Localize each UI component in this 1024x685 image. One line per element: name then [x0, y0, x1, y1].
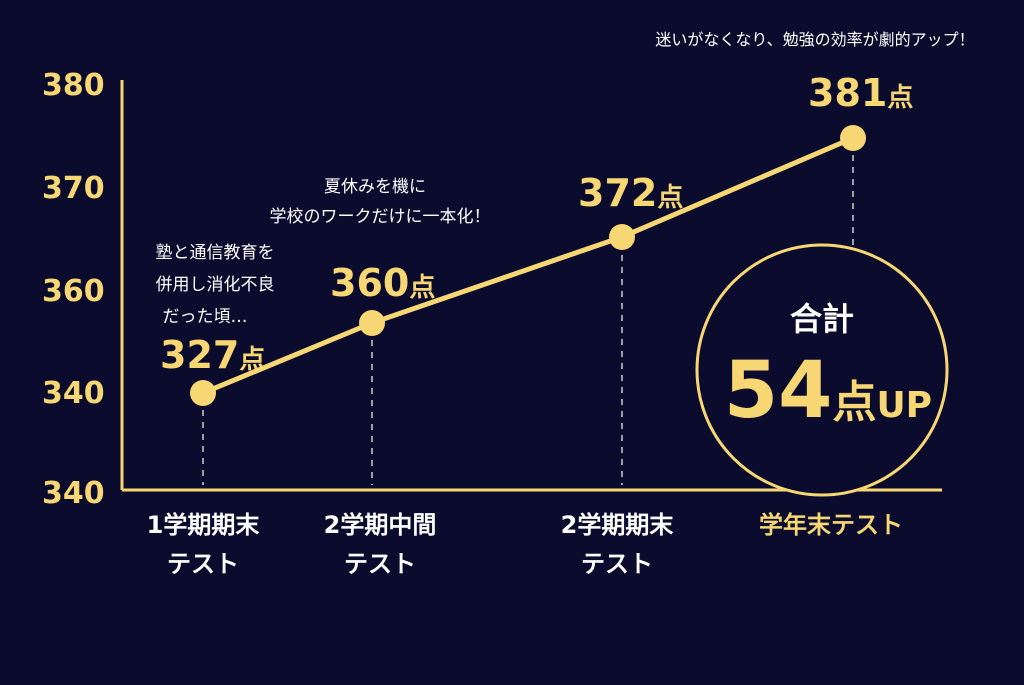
annotation-line: だった頃…: [163, 307, 248, 327]
annotation-early: 塾と通信教育を 併用し消化不良 だった頃…: [156, 242, 275, 327]
data-point: [359, 310, 385, 336]
category-label-line: テスト: [581, 550, 653, 578]
annotation-final: 迷いがなくなり、勉強の効率が劇的アップ！: [655, 30, 974, 49]
point-label-unit: 点: [887, 82, 913, 113]
summary-title: 合計: [790, 300, 854, 338]
point-label-value: 360: [330, 261, 409, 305]
summary-unit: 点: [832, 377, 876, 428]
annotation-line: 迷いがなくなり、勉強の効率が劇的アップ！: [655, 30, 974, 49]
y-tick-label: 340: [42, 476, 105, 511]
annotation-summer: 夏休みを機に 学校のワークだけに一本化！: [270, 177, 491, 227]
y-tick-labels: 380 370 360 340 340: [42, 68, 105, 511]
summary-circle: [695, 243, 949, 497]
y-tick-label: 380: [42, 68, 105, 103]
y-tick-label: 340: [42, 376, 105, 411]
point-label-value: 372: [578, 171, 657, 215]
y-tick-label: 370: [42, 171, 105, 206]
summary-value: 54点UP: [724, 346, 932, 436]
category-label-line: テスト: [167, 550, 239, 578]
annotation-line: 塾と通信教育を: [156, 242, 275, 263]
data-point: [840, 125, 866, 151]
point-label: 372点: [578, 171, 683, 215]
point-label: 327点: [160, 333, 265, 377]
category-label: 2学期期末 テスト: [561, 511, 675, 578]
point-label: 360点: [330, 261, 435, 305]
point-label: 381点: [808, 71, 913, 115]
category-label-highlight: 学年末テスト: [759, 511, 903, 539]
point-label-unit: 点: [409, 272, 435, 303]
point-label-unit: 点: [239, 344, 265, 375]
y-tick-label: 360: [42, 274, 105, 309]
annotations: 塾と通信教育を 併用し消化不良 だった頃… 夏休みを機に 学校のワークだけに一本…: [156, 30, 975, 327]
point-label-unit: 点: [657, 182, 683, 213]
x-category-labels: 1学期期末 テスト 2学期中間 テスト 2学期期末 テスト 学年末テスト: [147, 511, 903, 578]
point-label-value: 381: [808, 71, 887, 115]
category-label-line: 1学期期末: [147, 511, 261, 539]
category-label-line: 2学期中間: [324, 511, 437, 539]
point-label-value: 327: [160, 333, 239, 377]
series-line: [202, 135, 854, 396]
category-label-line: 2学期期末: [561, 511, 675, 539]
summary-badge: 合計 54点UP: [695, 243, 949, 497]
data-point: [190, 380, 216, 406]
annotation-line: 併用し消化不良: [156, 275, 275, 295]
annotation-line: 学校のワークだけに一本化！: [270, 207, 491, 227]
data-point: [609, 224, 635, 250]
data-points: [190, 125, 866, 406]
annotation-line: 夏休みを機に: [324, 177, 426, 197]
category-label: 1学期期末 テスト: [147, 511, 261, 578]
point-labels: 327点 360点 372点 381点: [160, 71, 913, 377]
category-label-line: テスト: [344, 550, 416, 578]
category-label-line: 学年末テスト: [759, 511, 903, 539]
summary-suffix: UP: [876, 385, 932, 426]
summary-number: 54: [724, 346, 833, 436]
category-label: 2学期中間 テスト: [324, 511, 437, 578]
